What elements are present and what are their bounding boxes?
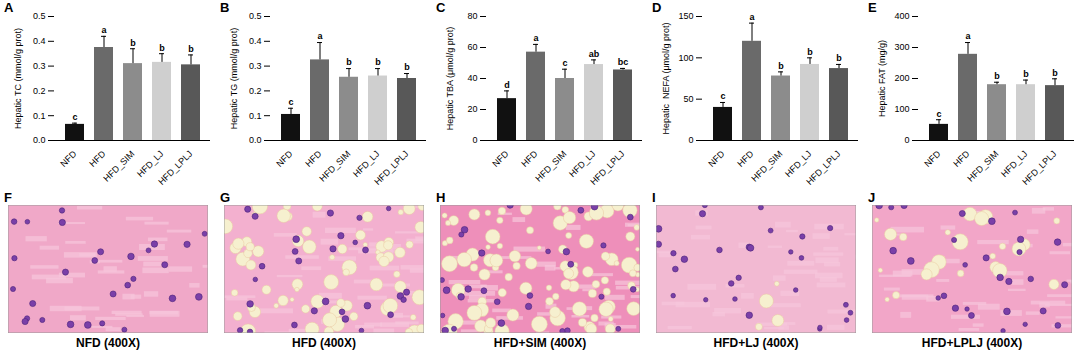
- svg-text:HFD_LJ: HFD_LJ: [567, 148, 598, 180]
- svg-text:HFD: HFD: [87, 148, 108, 169]
- svg-text:HFD: HFD: [519, 148, 540, 169]
- svg-text:NFD: NFD: [58, 148, 79, 169]
- svg-text:a: a: [533, 33, 539, 43]
- svg-text:100: 100: [678, 53, 693, 63]
- html-text:B: B: [220, 0, 230, 15]
- svg-text:c: c: [562, 58, 567, 68]
- svg-text:HFD_LJ: HFD_LJ: [351, 148, 382, 180]
- svg-text:b: b: [404, 62, 410, 72]
- svg-text:ab: ab: [589, 49, 600, 59]
- svg-text:a: a: [101, 25, 107, 35]
- svg-text:Hepatic TG (mmol/g prot): Hepatic TG (mmol/g prot): [229, 28, 239, 129]
- svg-text:0.5: 0.5: [249, 11, 262, 21]
- svg-text:HFD_SIM: HFD_SIM: [965, 149, 1000, 184]
- svg-text:0.2: 0.2: [249, 86, 262, 96]
- html-text:NFD (400X): NFD (400X): [76, 336, 140, 350]
- svg-text:0.4: 0.4: [249, 36, 262, 46]
- html-text:G: G: [220, 190, 231, 205]
- svg-text:400: 400: [894, 11, 909, 21]
- svg-text:HFD: HFD: [735, 148, 756, 169]
- svg-text:0.2: 0.2: [33, 86, 46, 96]
- svg-text:0.0: 0.0: [33, 135, 46, 145]
- svg-text:NFD: NFD: [922, 148, 943, 169]
- svg-text:20: 20: [467, 104, 477, 114]
- svg-text:HFD_SIM: HFD_SIM: [533, 149, 568, 184]
- svg-text:HFD: HFD: [303, 148, 324, 169]
- html-text:HFD+SIM (400X): HFD+SIM (400X): [493, 336, 587, 350]
- svg-text:Hepatic TBA (μmol/g prot): Hepatic TBA (μmol/g prot): [445, 27, 455, 131]
- svg-text:HFD_SIM: HFD_SIM: [317, 149, 352, 184]
- svg-text:Hepatic TC (mmol/g prot): Hepatic TC (mmol/g prot): [13, 28, 23, 129]
- html-text:E: E: [868, 0, 877, 15]
- svg-text:HFD_LPLJ: HFD_LPLJ: [588, 149, 626, 187]
- html-text:HFD (400X): HFD (400X): [292, 336, 356, 350]
- svg-text:c: c: [720, 91, 725, 101]
- svg-text:HFD_LPLJ: HFD_LPLJ: [156, 149, 194, 187]
- svg-text:0.3: 0.3: [249, 61, 262, 71]
- html-text:F: F: [4, 190, 12, 205]
- svg-text:Hepatic NEFA (μmol/g prot): Hepatic NEFA (μmol/g prot): [661, 22, 671, 134]
- svg-text:300: 300: [894, 42, 909, 52]
- svg-text:HFD_LPLJ: HFD_LPLJ: [1020, 149, 1058, 187]
- svg-text:b: b: [1023, 69, 1029, 79]
- svg-text:b: b: [130, 38, 136, 48]
- svg-text:NFD: NFD: [490, 148, 511, 169]
- html-text:HFD+LJ (400X): HFD+LJ (400X): [713, 336, 799, 350]
- html-text:A: A: [4, 0, 14, 15]
- svg-text:HFD_SIM: HFD_SIM: [101, 149, 136, 184]
- svg-text:HFD: HFD: [951, 148, 972, 169]
- svg-text:50: 50: [683, 94, 693, 104]
- svg-text:0: 0: [472, 135, 477, 145]
- svg-text:0: 0: [688, 135, 693, 145]
- svg-text:b: b: [807, 47, 813, 57]
- svg-text:b: b: [188, 44, 194, 54]
- svg-text:Hepatic FAT (mg/g): Hepatic FAT (mg/g): [877, 40, 887, 117]
- svg-text:0.3: 0.3: [33, 61, 46, 71]
- html-text:HFD+LPLJ (400X): HFD+LPLJ (400X): [921, 336, 1023, 350]
- svg-text:d: d: [504, 80, 510, 90]
- svg-text:HFD_LJ: HFD_LJ: [783, 148, 814, 180]
- svg-text:40: 40: [467, 73, 477, 83]
- svg-text:bc: bc: [618, 57, 629, 67]
- svg-text:a: a: [317, 31, 323, 41]
- svg-text:HFD_LJ: HFD_LJ: [135, 148, 166, 180]
- svg-text:c: c: [288, 97, 293, 107]
- svg-text:HFD_LPLJ: HFD_LPLJ: [372, 149, 410, 187]
- svg-text:c: c: [72, 112, 77, 122]
- svg-text:HFD_LPLJ: HFD_LPLJ: [804, 149, 842, 187]
- svg-text:b: b: [836, 53, 842, 63]
- svg-text:0.1: 0.1: [249, 111, 262, 121]
- svg-text:0.5: 0.5: [33, 11, 46, 21]
- svg-text:NFD: NFD: [274, 148, 295, 169]
- svg-text:b: b: [994, 71, 1000, 81]
- html-text:J: J: [868, 190, 876, 205]
- svg-text:0.0: 0.0: [249, 135, 262, 145]
- html-text:D: D: [652, 0, 662, 15]
- svg-text:b: b: [778, 61, 784, 71]
- html-text:C: C: [436, 0, 446, 15]
- svg-text:HFD_SIM: HFD_SIM: [749, 149, 784, 184]
- svg-text:100: 100: [894, 104, 909, 114]
- svg-text:0.1: 0.1: [33, 111, 46, 121]
- svg-text:b: b: [159, 43, 165, 53]
- svg-text:c: c: [936, 109, 941, 119]
- svg-text:200: 200: [894, 73, 909, 83]
- svg-text:a: a: [965, 31, 971, 41]
- svg-text:a: a: [749, 12, 755, 22]
- svg-text:HFD_LJ: HFD_LJ: [999, 148, 1030, 180]
- svg-text:80: 80: [467, 11, 477, 21]
- html-text:I: I: [652, 190, 656, 205]
- svg-text:150: 150: [678, 11, 693, 21]
- html-text:H: H: [436, 190, 446, 205]
- svg-text:b: b: [375, 57, 381, 67]
- svg-text:NFD: NFD: [706, 148, 727, 169]
- svg-text:b: b: [346, 57, 352, 67]
- svg-text:0.4: 0.4: [33, 36, 46, 46]
- svg-text:0: 0: [904, 135, 909, 145]
- svg-text:b: b: [1052, 68, 1058, 78]
- svg-text:60: 60: [467, 42, 477, 52]
